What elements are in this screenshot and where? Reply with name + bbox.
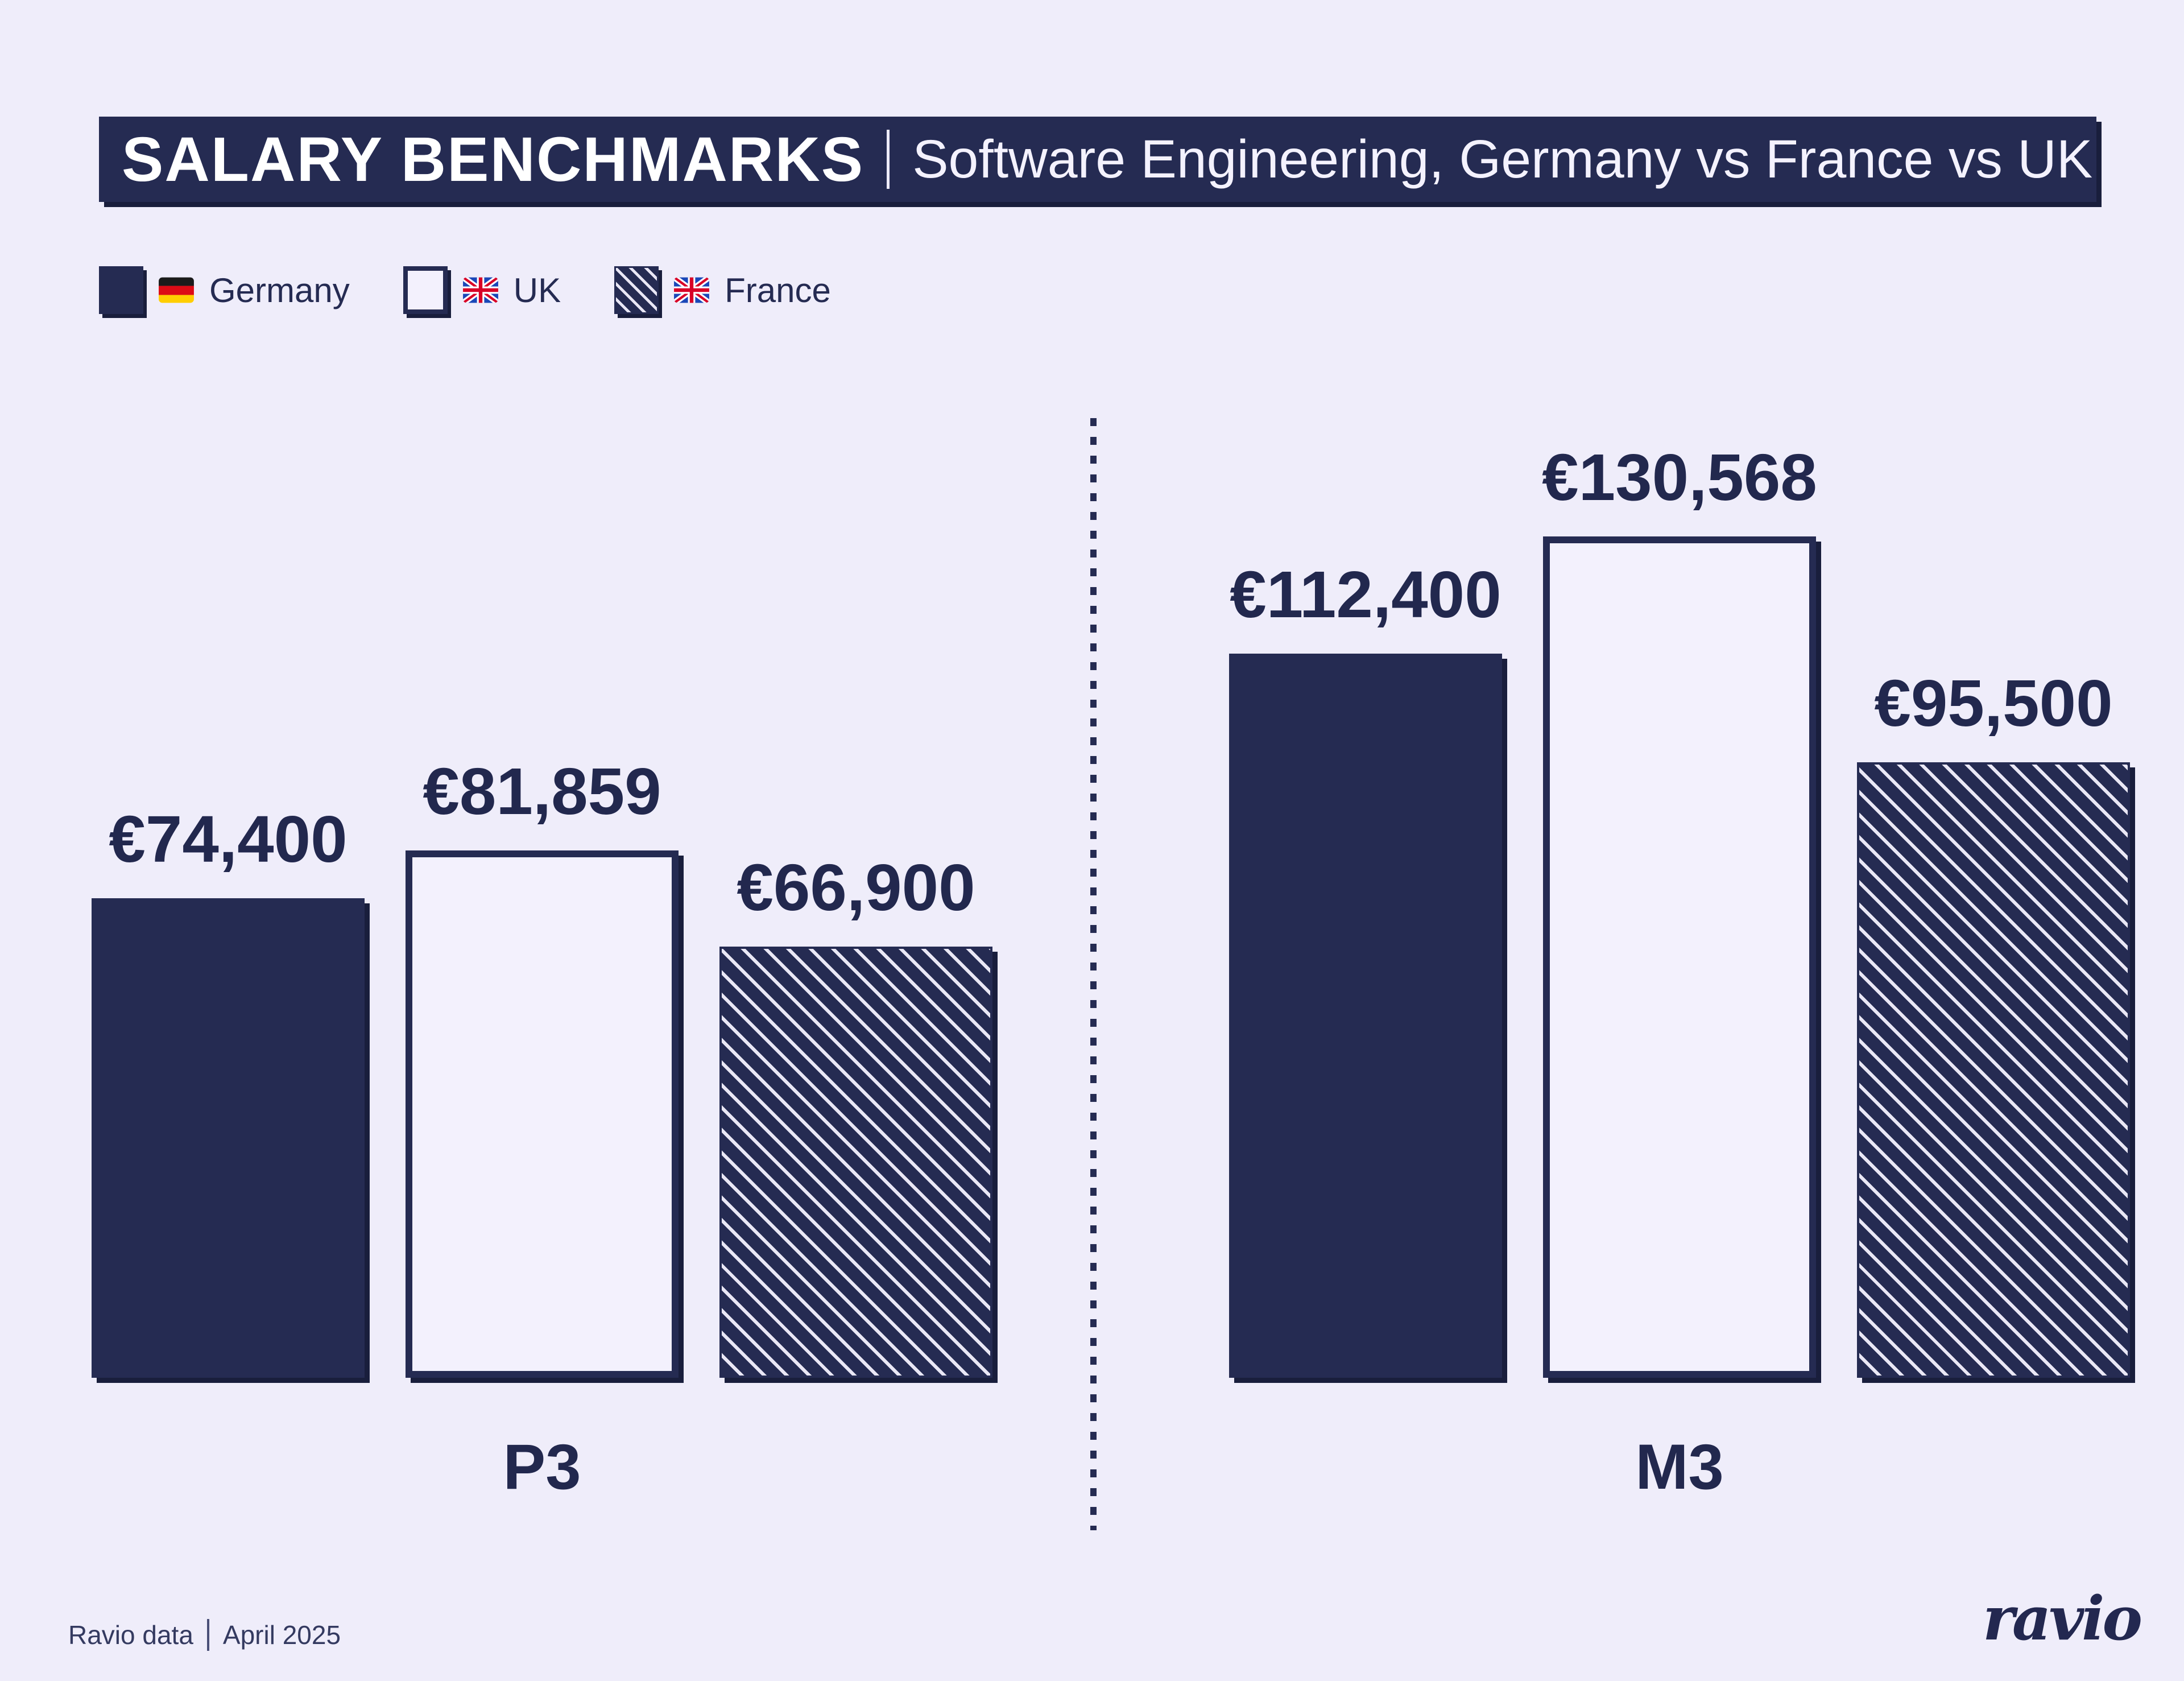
ravio-logo: ravio bbox=[1983, 1583, 2142, 1654]
bar-group-p3: €74,400 €81,859 €66,900 bbox=[92, 758, 992, 1378]
value-label-p3-uk: €81,859 bbox=[423, 754, 661, 828]
bar-cell-p3-germany: €74,400 bbox=[92, 806, 365, 1378]
legend: Germany UK bbox=[99, 266, 831, 314]
france-hatch-swatch bbox=[614, 266, 659, 314]
legend-label-uk: UK bbox=[513, 271, 561, 309]
footer-divider bbox=[206, 1619, 209, 1651]
germany-solid-swatch bbox=[99, 266, 143, 314]
legend-item-germany: Germany bbox=[99, 266, 350, 314]
bar-p3-france bbox=[719, 947, 992, 1378]
value-label-p3-france: €66,900 bbox=[737, 850, 975, 924]
legend-item-france: France bbox=[614, 266, 831, 314]
category-label-p3: P3 bbox=[503, 1431, 581, 1502]
value-label-m3-france: €95,500 bbox=[1874, 666, 2113, 740]
value-label-m3-germany: €112,400 bbox=[1230, 557, 1502, 631]
bar-m3-uk bbox=[1543, 536, 1816, 1378]
legend-item-uk: UK bbox=[403, 266, 561, 314]
bar-m3-france bbox=[1857, 762, 2130, 1378]
bar-cell-m3-france: €95,500 bbox=[1857, 670, 2130, 1378]
title-banner: SALARY BENCHMARKS Software Engineering, … bbox=[99, 117, 2096, 202]
page-title: SALARY BENCHMARKS bbox=[122, 124, 864, 195]
bar-group-m3: €112,400 €130,568 €95,500 bbox=[1229, 444, 2130, 1378]
uk-outline-swatch bbox=[403, 266, 448, 314]
bar-cell-m3-germany: €112,400 bbox=[1229, 561, 1502, 1378]
bar-cell-p3-uk: €81,859 bbox=[406, 758, 679, 1378]
value-label-p3-germany: €74,400 bbox=[109, 802, 348, 876]
group-divider-dotted-line bbox=[1090, 418, 1097, 1530]
footer-source: Ravio data bbox=[68, 1620, 193, 1650]
bar-p3-germany bbox=[92, 898, 365, 1378]
bar-cell-m3-uk: €130,568 bbox=[1542, 440, 1817, 1378]
bar-m3-germany bbox=[1229, 654, 1502, 1378]
legend-label-germany: Germany bbox=[209, 271, 350, 309]
uk-flag-icon bbox=[674, 277, 710, 303]
category-label-m3: M3 bbox=[1635, 1431, 1724, 1502]
value-label-m3-uk: €130,568 bbox=[1542, 440, 1817, 514]
title-divider bbox=[887, 130, 890, 189]
bar-p3-uk bbox=[406, 850, 679, 1378]
germany-flag-icon bbox=[159, 277, 194, 303]
bar-cell-p3-france: €66,900 bbox=[719, 854, 992, 1378]
footer: Ravio data April 2025 bbox=[68, 1619, 341, 1651]
footer-date: April 2025 bbox=[222, 1620, 341, 1650]
page-subtitle: Software Engineering, Germany vs France … bbox=[912, 129, 2093, 189]
uk-flag-icon bbox=[462, 277, 498, 303]
legend-label-france: France bbox=[725, 271, 831, 309]
